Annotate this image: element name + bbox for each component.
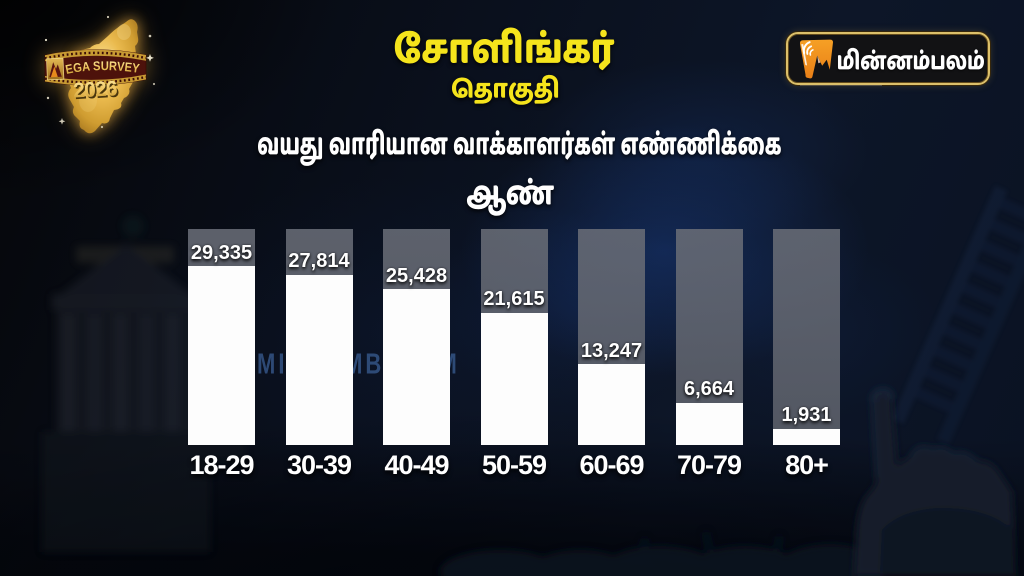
svg-text:2026: 2026 — [73, 77, 118, 102]
svg-text:EGA SURVEY: EGA SURVEY — [64, 58, 141, 77]
svg-text:2026: 2026 — [74, 79, 119, 104]
